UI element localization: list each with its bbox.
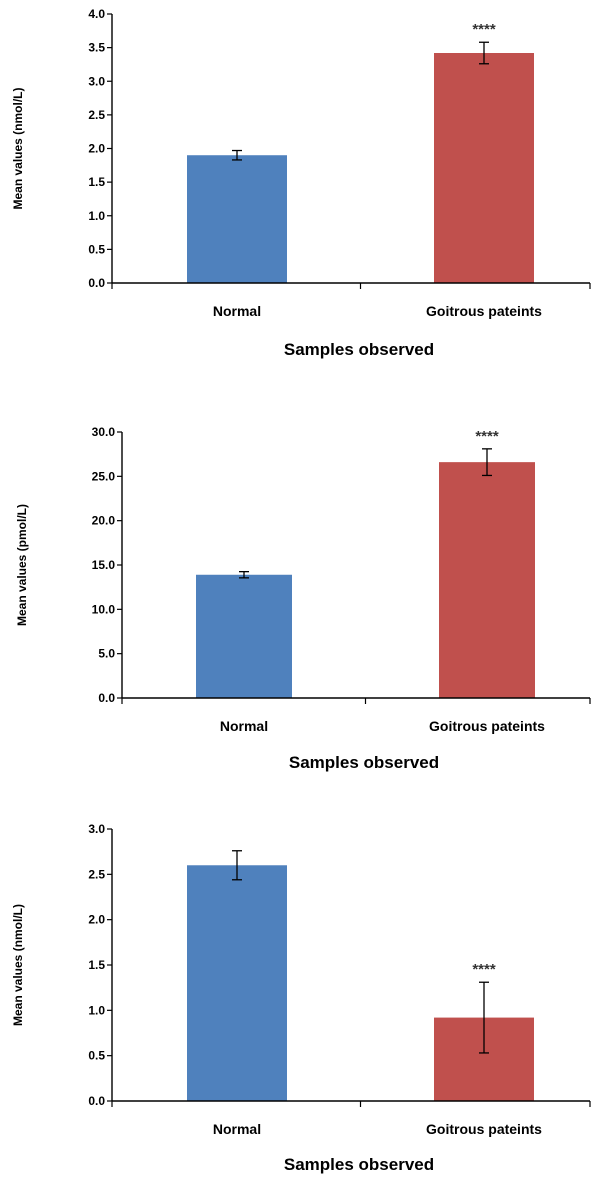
category-label: Normal bbox=[220, 718, 268, 734]
chart-3: Normal **** Goitrous pateints 0.0 0.5 1.0 1.5 2… bbox=[11, 822, 591, 1174]
x-axis-title: Samples observed bbox=[289, 753, 439, 772]
y-axis-title: Mean values (nmol/L) bbox=[11, 904, 25, 1026]
bar-normal bbox=[196, 574, 292, 698]
y-tick-label: 30.0 bbox=[92, 425, 116, 439]
chart-2: Normal **** Goitrous pateints 0.0 5.0 10.0 15.… bbox=[15, 425, 591, 772]
y-tick-label: 1.5 bbox=[88, 958, 105, 972]
y-tick-label: 2.0 bbox=[88, 913, 105, 927]
bar-goitrous bbox=[434, 53, 534, 283]
error-bar-normal bbox=[239, 571, 249, 579]
y-tick-label: 4.0 bbox=[88, 7, 105, 21]
y-tick-label: 10.0 bbox=[92, 602, 116, 616]
y-axis-title: Mean values (pmol/L) bbox=[15, 504, 29, 626]
significance-marker: **** bbox=[475, 428, 499, 445]
category-label: Normal bbox=[213, 303, 261, 319]
error-bar-normal bbox=[232, 149, 242, 161]
x-axis-title: Samples observed bbox=[284, 340, 434, 359]
y-tick-label: 1.0 bbox=[88, 1003, 105, 1017]
category-label: Goitrous pateints bbox=[426, 303, 542, 319]
y-tick-label: 0.0 bbox=[98, 691, 115, 705]
bar-goitrous bbox=[439, 462, 535, 698]
y-tick-label: 3.5 bbox=[88, 41, 105, 55]
x-axis-title: Samples observed bbox=[284, 1155, 434, 1174]
significance-marker: **** bbox=[472, 961, 496, 978]
bar-normal bbox=[187, 155, 287, 283]
y-tick-label: 0.5 bbox=[88, 242, 105, 256]
error-bar-goitrous bbox=[479, 981, 489, 1054]
error-bar-goitrous bbox=[479, 41, 489, 65]
significance-marker: **** bbox=[472, 21, 496, 38]
y-tick-label: 3.0 bbox=[88, 822, 105, 836]
y-tick-label: 1.5 bbox=[88, 175, 105, 189]
bar-normal bbox=[187, 865, 287, 1101]
error-bar-goitrous bbox=[482, 448, 492, 477]
y-axis-title: Mean values (nmol/L) bbox=[11, 87, 25, 209]
category-label: Goitrous pateints bbox=[426, 1121, 542, 1137]
y-tick-label: 0.5 bbox=[88, 1049, 105, 1063]
y-tick-label: 20.0 bbox=[92, 514, 116, 528]
y-tick-label: 2.5 bbox=[88, 867, 105, 881]
chart-1: Normal **** Goitrous pateints 0.0 0.5 1.0 1.5 2… bbox=[11, 7, 591, 359]
y-tick-label: 0.0 bbox=[88, 276, 105, 290]
y-tick-label: 25.0 bbox=[92, 469, 116, 483]
y-tick-label: 2.5 bbox=[88, 108, 105, 122]
y-tick-label: 1.0 bbox=[88, 209, 105, 223]
y-tick-label: 3.0 bbox=[88, 74, 105, 88]
y-tick-label: 0.0 bbox=[88, 1094, 105, 1108]
category-label: Goitrous pateints bbox=[429, 718, 545, 734]
y-tick-label: 5.0 bbox=[98, 647, 115, 661]
y-tick-label: 2.0 bbox=[88, 142, 105, 156]
y-tick-label: 15.0 bbox=[92, 558, 116, 572]
category-label: Normal bbox=[213, 1121, 261, 1137]
error-bar-normal bbox=[232, 850, 242, 881]
